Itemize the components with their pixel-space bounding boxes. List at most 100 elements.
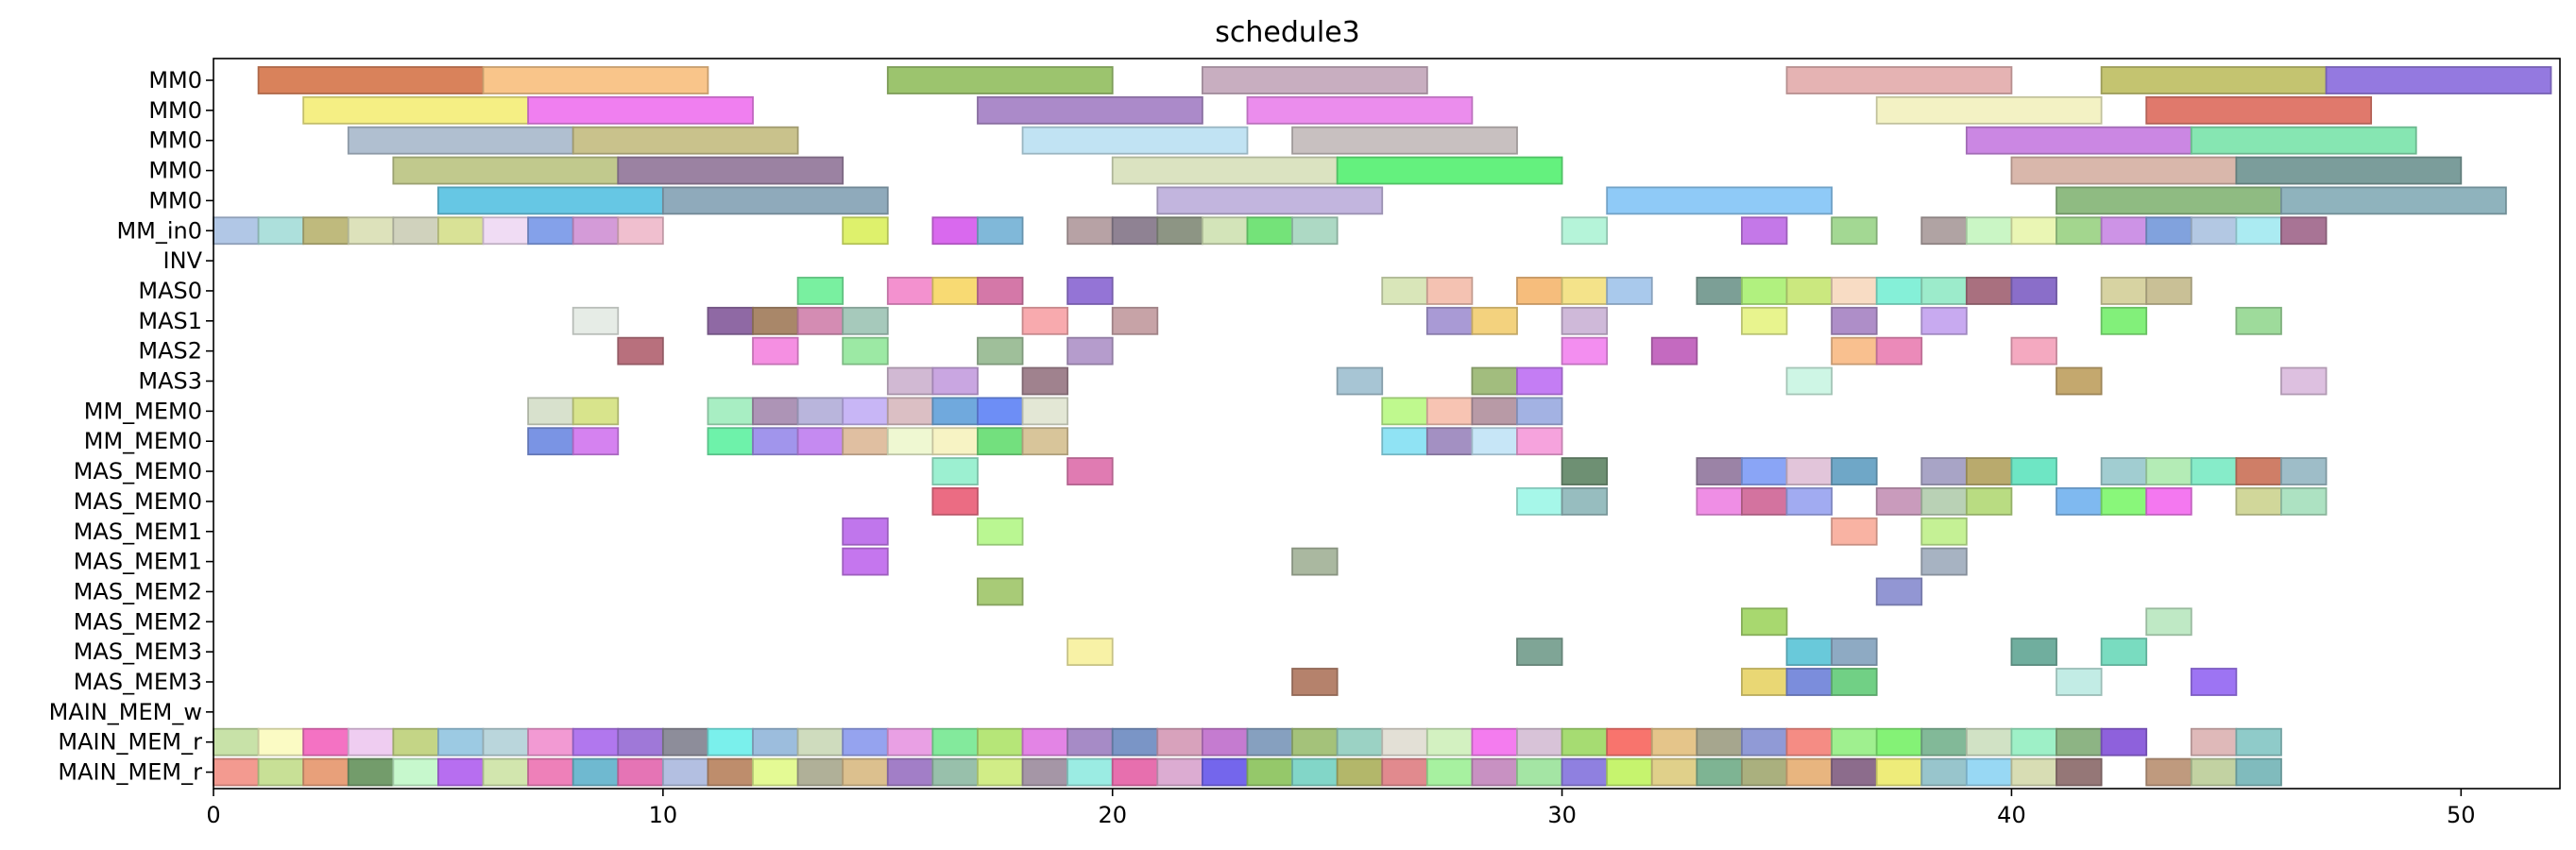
y-axis: MM0 MM0 MM0 MM0 MM0 MM_in0 INV MAS0 MAS1 MAS2 MAS3… <box>49 67 213 786</box>
task-bar-38 <box>527 216 574 246</box>
task-bar-232 <box>1831 727 1878 756</box>
task-bar-17 <box>1965 126 2192 155</box>
task-bar-172 <box>2280 487 2328 516</box>
task-bar-44 <box>1066 216 1114 246</box>
task-bar-8 <box>527 95 754 125</box>
task-bar-105 <box>1875 336 1923 366</box>
task-bar-4 <box>1785 66 2013 94</box>
task-bar-31 <box>213 216 260 246</box>
task-bar-41 <box>842 216 889 246</box>
task-bar-106 <box>2010 336 2057 366</box>
task-bar-238 <box>2100 727 2148 756</box>
task-bar-111 <box>1471 366 1518 396</box>
task-bar-270 <box>1516 757 1563 787</box>
task-bar-180 <box>977 577 1024 606</box>
y-tick-label-12: MM_MEM0 <box>84 428 202 454</box>
task-bar-283 <box>2145 757 2192 787</box>
task-bar-162 <box>1696 487 1743 516</box>
task-bar-243 <box>302 757 350 787</box>
task-bar-33 <box>302 216 350 246</box>
task-bars <box>213 66 2552 787</box>
task-bar-130 <box>527 427 574 456</box>
task-bar-25 <box>437 186 664 215</box>
task-bar-57 <box>2100 216 2148 246</box>
y-tick-label-17: MAS_MEM2 <box>74 578 202 604</box>
task-bar-209 <box>796 727 844 756</box>
task-bar-145 <box>1066 457 1114 485</box>
task-bar-217 <box>1156 727 1203 756</box>
task-bar-96 <box>2235 306 2282 335</box>
task-bar-122 <box>886 397 934 426</box>
task-bar-55 <box>2010 216 2057 246</box>
task-bar-140 <box>1381 427 1428 456</box>
task-bar-193 <box>1831 668 1878 696</box>
task-bar-278 <box>1875 757 1923 787</box>
task-bar-274 <box>1696 757 1743 787</box>
task-bar-192 <box>1785 668 1834 696</box>
y-tick-label-2: MM0 <box>148 128 202 154</box>
task-bar-42 <box>931 216 979 246</box>
task-bar-182 <box>1741 607 1788 637</box>
task-bar-123 <box>931 397 979 426</box>
task-bar-63 <box>886 277 934 305</box>
task-bar-264 <box>1246 757 1293 787</box>
task-bar-70 <box>1561 277 1609 305</box>
task-bar-160 <box>1516 487 1563 516</box>
task-bar-99 <box>842 336 889 366</box>
task-bar-178 <box>1291 547 1339 576</box>
task-bar-52 <box>1831 216 1878 246</box>
task-bar-171 <box>2235 487 2282 516</box>
task-bar-230 <box>1741 727 1788 756</box>
y-tick-label-19: MAS_MEM3 <box>74 638 202 665</box>
task-bar-49 <box>1291 216 1339 246</box>
task-bar-257 <box>931 757 979 787</box>
task-bar-36 <box>437 216 485 246</box>
task-bar-276 <box>1785 757 1834 787</box>
task-bar-203 <box>527 727 574 756</box>
task-bar-273 <box>1650 757 1698 787</box>
task-bar-185 <box>1516 638 1563 667</box>
task-bar-215 <box>1066 727 1114 756</box>
chart-title: schedule3 <box>1215 16 1360 49</box>
task-bar-118 <box>707 397 754 426</box>
task-bar-177 <box>842 547 889 576</box>
y-tick-label-0: MM0 <box>148 67 202 94</box>
task-bar-116 <box>527 397 574 426</box>
y-tick-label-18: MAS_MEM2 <box>74 608 202 635</box>
task-bar-256 <box>886 757 934 787</box>
task-bar-184 <box>1066 638 1114 667</box>
task-bar-166 <box>1920 487 1968 516</box>
task-bar-72 <box>1696 277 1743 305</box>
task-bar-236 <box>2010 727 2057 756</box>
task-bar-263 <box>1201 757 1249 787</box>
task-bar-10 <box>1246 95 1474 125</box>
task-bar-147 <box>1696 457 1743 485</box>
task-bar-202 <box>482 727 530 756</box>
task-bar-282 <box>2056 757 2103 787</box>
task-bar-61 <box>2280 216 2328 246</box>
task-bar-67 <box>1381 277 1428 305</box>
task-bar-68 <box>1425 277 1474 305</box>
task-bar-154 <box>2100 457 2148 485</box>
task-bar-39 <box>571 216 620 246</box>
task-bar-84 <box>752 306 799 335</box>
x-tick-label-5: 50 <box>2447 802 2476 828</box>
task-bar-24 <box>2235 156 2463 185</box>
task-bar-170 <box>2145 487 2192 516</box>
task-bar-45 <box>1111 216 1159 246</box>
task-bar-199 <box>347 727 395 756</box>
task-bar-98 <box>752 336 799 366</box>
task-bar-143 <box>1516 427 1563 456</box>
task-bar-268 <box>1425 757 1474 787</box>
task-bar-23 <box>2010 156 2238 185</box>
task-bar-74 <box>1785 277 1834 305</box>
task-bar-141 <box>1425 427 1474 456</box>
task-bar-212 <box>931 727 979 756</box>
y-tick-label-6: INV <box>163 247 203 274</box>
task-bar-22 <box>1336 156 1563 185</box>
task-bar-175 <box>1831 517 1878 546</box>
task-bar-241 <box>213 757 260 787</box>
task-bar-133 <box>752 427 799 456</box>
task-bar-82 <box>571 306 620 335</box>
task-bar-101 <box>1066 336 1114 366</box>
